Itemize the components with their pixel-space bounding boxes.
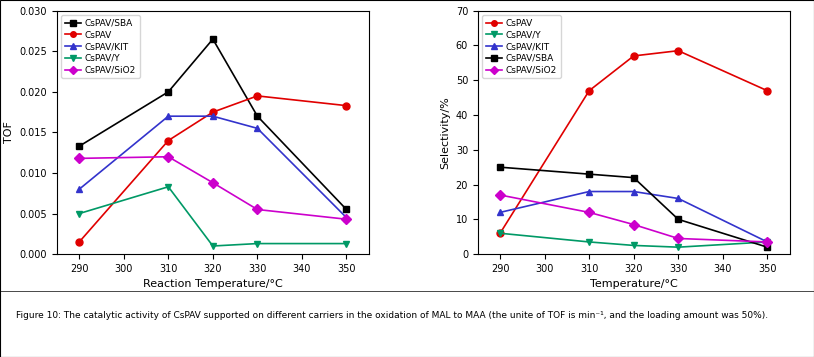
Y-axis label: Selectivity/%: Selectivity/% <box>440 96 450 169</box>
CsPAV/Y <box>673 245 683 249</box>
X-axis label: Temperature/°C: Temperature/°C <box>590 280 677 290</box>
X-axis label: Reaction Temperature/°C: Reaction Temperature/°C <box>143 280 282 290</box>
Line: CsPAV/KIT: CsPAV/KIT <box>497 188 771 245</box>
CsPAV/SBA <box>763 245 772 249</box>
CsPAV/SBA <box>208 37 217 41</box>
CsPAV/KIT <box>74 187 84 191</box>
CsPAV/KIT <box>164 114 173 118</box>
CsPAV/SiO2 <box>629 222 639 227</box>
Y-axis label: TOF: TOF <box>4 121 14 144</box>
CsPAV/Y <box>584 240 594 244</box>
CsPAV/SiO2 <box>584 210 594 215</box>
CsPAV/Y <box>342 241 352 246</box>
CsPAV/Y <box>74 211 84 216</box>
CsPAV/SBA <box>74 144 84 149</box>
Line: CsPAV/SBA: CsPAV/SBA <box>497 164 771 251</box>
Legend: CsPAV/SBA, CsPAV, CsPAV/KIT, CsPAV/Y, CsPAV/SiO2: CsPAV/SBA, CsPAV, CsPAV/KIT, CsPAV/Y, Cs… <box>62 15 140 78</box>
CsPAV/SBA <box>342 207 352 212</box>
CsPAV/Y <box>208 244 217 248</box>
Line: CsPAV/KIT: CsPAV/KIT <box>76 113 350 221</box>
CsPAV/KIT <box>763 240 772 244</box>
Line: CsPAV: CsPAV <box>497 47 771 237</box>
CsPAV <box>629 54 639 58</box>
CsPAV/KIT <box>208 114 217 118</box>
Line: CsPAV/SiO2: CsPAV/SiO2 <box>497 192 771 245</box>
CsPAV/SiO2 <box>763 240 772 244</box>
CsPAV <box>673 49 683 53</box>
CsPAV/SiO2 <box>342 217 352 221</box>
CsPAV <box>74 240 84 244</box>
Line: CsPAV/Y: CsPAV/Y <box>497 230 771 251</box>
CsPAV/SBA <box>164 90 173 94</box>
CsPAV/Y <box>252 241 262 246</box>
Legend: CsPAV, CsPAV/Y, CsPAV/KIT, CsPAV/SBA, CsPAV/SiO2: CsPAV, CsPAV/Y, CsPAV/KIT, CsPAV/SBA, Cs… <box>483 15 561 78</box>
CsPAV/Y <box>629 243 639 247</box>
CsPAV <box>495 231 505 235</box>
CsPAV/Y <box>495 231 505 235</box>
CsPAV/SBA <box>584 172 594 176</box>
CsPAV/KIT <box>629 189 639 193</box>
Line: CsPAV/Y: CsPAV/Y <box>76 183 350 250</box>
CsPAV/SiO2 <box>495 193 505 197</box>
CsPAV/KIT <box>584 189 594 193</box>
CsPAV <box>342 104 352 108</box>
CsPAV <box>763 89 772 93</box>
Line: CsPAV/SiO2: CsPAV/SiO2 <box>76 153 350 223</box>
CsPAV/SBA <box>495 165 505 169</box>
CsPAV/KIT <box>342 216 352 220</box>
CsPAV <box>208 110 217 114</box>
CsPAV/SiO2 <box>252 207 262 212</box>
CsPAV/KIT <box>252 126 262 131</box>
CsPAV/SiO2 <box>74 156 84 161</box>
CsPAV/SBA <box>673 217 683 221</box>
Line: CsPAV/SBA: CsPAV/SBA <box>76 36 350 213</box>
CsPAV/Y <box>763 240 772 244</box>
CsPAV/SBA <box>629 176 639 180</box>
CsPAV <box>252 94 262 98</box>
CsPAV/SiO2 <box>673 236 683 241</box>
CsPAV <box>584 89 594 93</box>
Text: Figure 10: The catalytic activity of CsPAV supported on different carriers in th: Figure 10: The catalytic activity of CsP… <box>16 311 768 320</box>
CsPAV/SiO2 <box>164 155 173 159</box>
CsPAV <box>164 139 173 143</box>
CsPAV/KIT <box>495 210 505 215</box>
CsPAV/Y <box>164 185 173 189</box>
CsPAV/SiO2 <box>208 181 217 185</box>
CsPAV/SBA <box>252 114 262 118</box>
Line: CsPAV: CsPAV <box>76 92 350 245</box>
CsPAV/KIT <box>673 196 683 201</box>
